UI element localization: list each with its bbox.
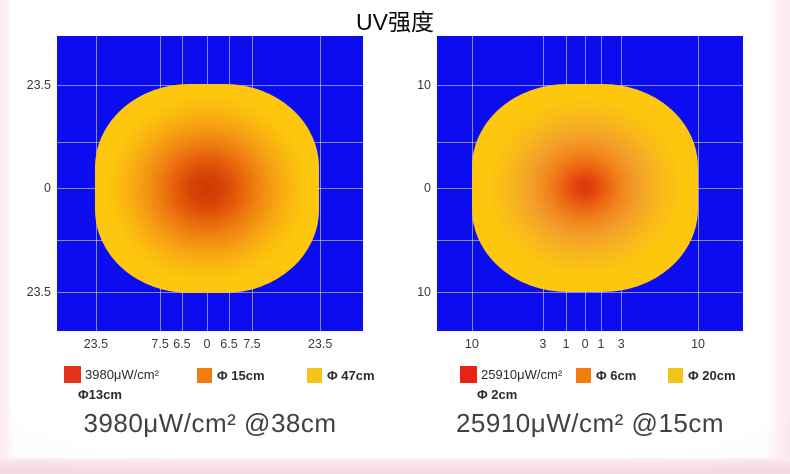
legend-left: 3980μW/cm² Φ13cm Φ 15cm Φ 47cm bbox=[57, 364, 375, 408]
x-tick-label: 6.5 bbox=[220, 337, 238, 351]
heatmap-plot-right bbox=[437, 36, 743, 331]
y-tick-label: 10 bbox=[417, 77, 431, 92]
uv-intensity-blob bbox=[471, 84, 699, 293]
legend-label: Φ 6cm bbox=[596, 368, 637, 383]
heatmap-plot-left bbox=[57, 36, 363, 331]
background-bottom-edge bbox=[0, 458, 790, 474]
y-tick-label: 23.5 bbox=[26, 77, 51, 92]
x-tick-label: 1 bbox=[562, 337, 570, 351]
legend-sublabel: Φ13cm bbox=[78, 387, 122, 402]
legend-label: Φ 15cm bbox=[217, 368, 265, 383]
y-tick-label: 0 bbox=[44, 180, 51, 195]
y-tick-label: 23.5 bbox=[26, 285, 51, 300]
gridline-v bbox=[320, 36, 322, 331]
x-tick-label: 0 bbox=[581, 337, 589, 351]
x-tick-label: 3 bbox=[617, 337, 625, 351]
uv-intensity-blob bbox=[94, 84, 320, 293]
background-right-edge bbox=[766, 0, 790, 474]
legend-label: 25910μW/cm² bbox=[481, 367, 563, 382]
x-tick-label: 1 bbox=[597, 337, 605, 351]
legend-label: Φ 20cm bbox=[688, 368, 736, 383]
legend-swatch-red bbox=[460, 366, 477, 383]
page-title: UV强度 bbox=[356, 9, 434, 35]
panel-caption: 25910μW/cm² @15cm bbox=[455, 408, 725, 438]
legend-swatch-red bbox=[64, 366, 81, 383]
legend-right: 25910μW/cm² Φ 2cm Φ 6cm Φ 20cm bbox=[437, 364, 743, 408]
gridline-v bbox=[698, 36, 700, 331]
x-tick-label: 10 bbox=[464, 337, 479, 351]
x-tick-label: 0 bbox=[203, 337, 211, 351]
x-tick-label: 23.5 bbox=[307, 337, 333, 351]
y-tick-label: 10 bbox=[417, 285, 431, 300]
background-left-edge bbox=[0, 0, 13, 474]
legend-label: 3980μW/cm² bbox=[85, 367, 159, 382]
legend-swatch-yellow bbox=[307, 368, 322, 383]
legend-sublabel: Φ 2cm bbox=[477, 387, 518, 402]
y-tick-label: 0 bbox=[424, 180, 431, 195]
legend-swatch-orange bbox=[576, 368, 591, 383]
x-tick-label: 6.5 bbox=[173, 337, 191, 351]
x-tick-label: 7.5 bbox=[151, 337, 169, 351]
uv-panel-38cm: 23.5 0 23.5 23.5 7.5 6.5 0 6.5 7.5 23.5 … bbox=[27, 36, 375, 438]
uv-panel-15cm: 10 0 10 10 3 1 0 1 3 10 25910μW/cm² Φ 2c… bbox=[417, 36, 743, 438]
legend-label: Φ 47cm bbox=[327, 368, 375, 383]
gridline-h bbox=[437, 292, 743, 294]
x-tick-label: 3 bbox=[539, 337, 547, 351]
x-tick-label: 10 bbox=[691, 337, 705, 351]
x-tick-label: 23.5 bbox=[83, 337, 109, 351]
panel-caption: 3980μW/cm² @38cm bbox=[83, 408, 337, 438]
legend-swatch-orange bbox=[197, 368, 212, 383]
x-tick-label: 7.5 bbox=[243, 337, 261, 351]
legend-swatch-yellow bbox=[668, 368, 683, 383]
